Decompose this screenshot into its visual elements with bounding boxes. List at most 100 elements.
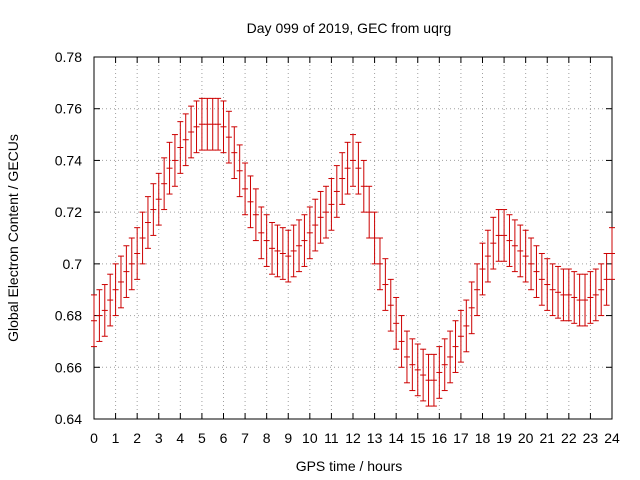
data-marks [91,97,615,407]
data-point [511,219,518,273]
data-point [274,224,281,278]
x-tick-label: 24 [604,430,620,446]
x-tick-label: 2 [133,430,141,446]
y-axis-label: Global Electron Content / GECUs [5,134,21,342]
data-point [134,227,141,280]
x-tick-label: 12 [345,430,361,446]
data-point [565,268,572,322]
data-point [117,255,124,309]
data-point [215,97,222,151]
data-point [193,100,200,154]
x-tick-label: 3 [155,430,163,446]
x-tick-label: 8 [263,430,271,446]
x-axis-label: GPS time / hours [296,458,403,474]
x-tick-label: 1 [112,430,120,446]
data-point [328,178,335,231]
data-point [123,245,130,298]
x-tick-label: 20 [518,430,534,446]
y-tick-label: 0.7 [63,256,83,272]
data-point [549,263,556,317]
data-point [171,134,178,187]
data-point [441,338,448,392]
data-point [447,330,454,384]
data-point [128,237,135,291]
y-tick-label: 0.68 [55,308,82,324]
data-point [155,172,162,226]
data-point [468,281,475,335]
data-point [484,229,491,283]
data-point [360,159,367,213]
data-point [296,219,303,273]
data-point [290,224,297,278]
data-point [420,348,427,402]
data-point [306,206,313,260]
data-point [107,273,114,327]
data-point [96,289,103,342]
data-point [101,284,108,337]
y-tick-label: 0.72 [55,204,82,220]
data-point [279,227,286,280]
data-point [538,253,545,306]
data-point [517,224,524,278]
data-point [198,97,205,151]
data-point [188,105,195,159]
grid-lines [94,57,612,419]
x-tick-label: 15 [410,430,426,446]
x-tick-label: 0 [90,430,98,446]
chart-title: Day 099 of 2019, GEC from uqrg [247,20,452,36]
data-point [182,113,189,167]
data-point [409,338,416,392]
data-point [609,227,615,280]
data-point [263,214,270,267]
data-point [576,273,583,327]
data-point [495,209,502,262]
data-point [387,278,394,332]
data-point [150,183,157,236]
x-tick-label: 14 [388,430,404,446]
data-point [344,141,351,195]
data-point [333,165,340,218]
data-point [528,237,535,291]
data-point [317,190,324,244]
data-point [166,141,173,195]
data-point [285,229,292,283]
data-point [425,353,432,407]
data-point [582,273,589,327]
data-point [463,299,470,353]
data-point [382,258,389,311]
data-point [479,242,486,296]
data-point [436,346,443,399]
x-tick-label: 18 [475,430,491,446]
y-tick-label: 0.78 [55,49,82,65]
data-point [355,141,362,195]
y-tick-label: 0.76 [55,101,82,117]
x-tick-label: 5 [198,430,206,446]
data-point [139,211,146,265]
data-point [91,294,97,348]
x-tick-label: 21 [539,430,555,446]
data-point [393,296,400,350]
x-tick-label: 6 [220,430,228,446]
data-point [242,162,249,216]
data-point [587,271,594,324]
y-tick-label: 0.64 [55,411,82,427]
data-point [366,185,373,239]
x-tick-label: 19 [496,430,512,446]
x-tick-label: 22 [561,430,577,446]
data-point [144,196,151,249]
x-tick-label: 13 [367,430,383,446]
x-tick-label: 17 [453,430,469,446]
data-point [161,157,168,211]
data-point [430,353,437,407]
x-tick-label: 11 [324,430,339,446]
x-tick-label: 4 [176,430,184,446]
data-point [457,309,464,363]
x-tick-label: 7 [241,430,249,446]
data-point [490,216,497,270]
data-point [350,134,356,187]
data-point [231,126,238,180]
x-tick-label: 23 [583,430,599,446]
data-point [414,343,421,397]
data-point [506,214,513,267]
